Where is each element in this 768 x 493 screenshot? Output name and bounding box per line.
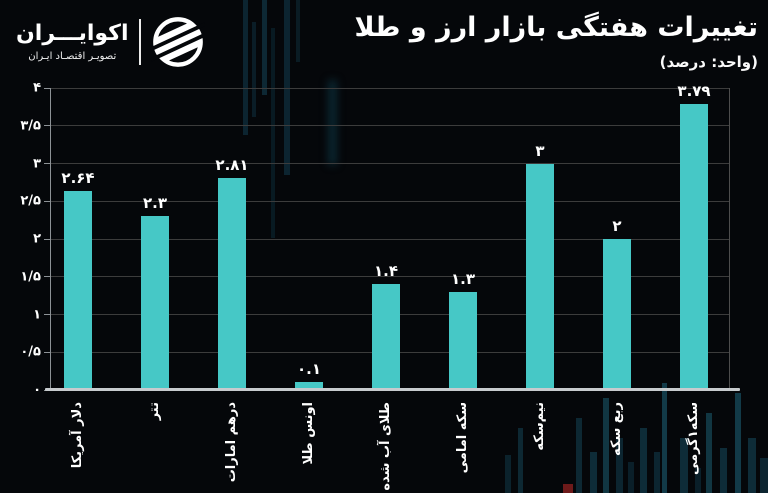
x-axis-category-label: تتر: [147, 402, 162, 421]
x-axis-line: [45, 388, 740, 391]
bar: ۲.۸۱: [215, 156, 249, 390]
plot-area: ۰ ۰/۵ ۱ ۱/۵ ۲ ۲/۵ ۳ ۳/۵ ۴ ۲.۶۴ دلار آمریکا ۲.۳ تتر ۲…: [20, 81, 740, 491]
bars-layer: ۲.۶۴ دلار آمریکا ۲.۳ تتر ۲.۸۱ درهم امارات ۰.۱ ا…: [61, 82, 711, 491]
y-tick-label: ۱/۵: [20, 269, 41, 285]
bar-value-label: ۳.۷۹: [677, 81, 711, 100]
gridline: [50, 125, 730, 127]
chart-header: تغییرات هفتگی بازار ارز و طلا (واحد: درص…: [355, 12, 758, 71]
bar-value-label: ۱.۳: [450, 269, 476, 288]
chart-unit-note: (واحد: درصد): [659, 53, 758, 72]
bar: ۲: [603, 217, 631, 390]
y-tick-label: ۴: [33, 80, 41, 96]
right-spine: [729, 88, 730, 390]
brand-name: اکوایـــران: [16, 21, 129, 47]
x-axis-category-label: سکه۱گرمی: [686, 402, 701, 476]
background-bar: [662, 383, 667, 493]
y-tick-mark: [44, 200, 50, 202]
brand-tagline: تصویـر اقتصـاد ایـران: [28, 50, 117, 62]
x-axis-category-label: درهم امارات: [224, 402, 239, 483]
y-tick-mark: [44, 87, 50, 89]
y-tick-mark: [44, 163, 50, 164]
y-tick-mark: [44, 351, 50, 353]
bar-slot: ۳.۷۹ سکه۱گرمی: [677, 82, 711, 475]
bar-slot: ۲.۶۴ دلار آمریکا: [61, 88, 95, 469]
bar: ۲.۶۴: [61, 169, 95, 390]
bar-value-label: ۱.۴: [373, 262, 399, 281]
background-bar: [654, 452, 660, 493]
bar-slot: ۲ ربع سکه: [603, 88, 631, 456]
brand-divider: [138, 19, 141, 65]
x-axis-category-label: سکه امامی: [455, 402, 470, 474]
bar-slot: ۰.۱ اونس طلا: [295, 88, 323, 464]
y-tick-label: ۳/۵: [20, 118, 41, 134]
y-tick-label: ۰: [33, 382, 41, 398]
background-bar: [760, 458, 768, 493]
background-bar: [262, 0, 267, 95]
bar-value-label: ۲.۳: [142, 194, 168, 213]
y-tick-mark: [44, 314, 50, 315]
bar-slot: ۲.۸۱ درهم امارات: [215, 88, 249, 482]
gridline: [50, 87, 730, 89]
gridline: [50, 200, 730, 202]
brand-logo: اکوایـــران تصویـر اقتصـاد ایـران: [16, 15, 205, 69]
bar-value-label: ۰.۱: [296, 360, 322, 379]
background-bar: [576, 418, 582, 493]
background-bar: [706, 413, 712, 493]
chart-title: تغییرات هفتگی بازار ارز و طلا: [354, 12, 758, 43]
background-bar: [720, 448, 727, 493]
bar: ۰.۱: [295, 360, 323, 390]
bar-slot: ۱.۴ طلای آب شده: [372, 88, 400, 491]
background-bar: [628, 462, 634, 493]
y-tick-mark: [44, 238, 50, 240]
brand-text-block: اکوایـــران تصویـر اقتصـاد ایـران: [16, 21, 129, 62]
bar: ۳: [526, 142, 554, 390]
background-bar: [640, 428, 647, 493]
gridline: [50, 276, 730, 278]
x-axis-category-label: اونس طلا: [301, 402, 316, 465]
bar: ۳.۷۹: [677, 82, 711, 390]
ecoiran-globe-icon: [150, 17, 205, 67]
background-bar: [748, 438, 756, 493]
x-axis-category-label: نیم‌سکه: [532, 402, 547, 451]
background-bar: [296, 0, 300, 62]
bar-value-label: ۲.۸۱: [215, 155, 249, 174]
y-tick-label: ۰/۵: [20, 344, 41, 360]
y-tick-label: ۳: [33, 156, 41, 171]
bar-slot: ۳ نیم‌سکه: [526, 88, 554, 451]
background-bar: [563, 484, 573, 493]
bar-slot: ۱.۳ سکه امامی: [449, 88, 477, 473]
bar-value-label: ۲: [612, 217, 622, 235]
x-axis-category-label: ربع سکه: [609, 402, 624, 456]
background-bar: [505, 455, 511, 493]
y-axis-spine: [50, 88, 51, 390]
bar-slot: ۲.۳ تتر: [141, 88, 169, 420]
y-tick-label: ۲: [33, 231, 41, 247]
x-axis-category-label: دلار آمریکا: [70, 402, 85, 469]
gridline: [50, 238, 730, 240]
y-tick-label: ۱: [33, 307, 41, 322]
bar-value-label: ۳: [535, 141, 545, 160]
x-axis-category-label: طلای آب شده: [378, 402, 393, 491]
bar: ۱.۴: [372, 262, 400, 390]
bar: ۲.۳: [141, 194, 169, 390]
gridline: [50, 163, 730, 164]
bar-value-label: ۲.۶۴: [61, 168, 95, 187]
background-bar: [518, 428, 523, 493]
y-tick-label: ۲/۵: [20, 193, 41, 209]
bar: ۱.۳: [449, 270, 477, 390]
y-tick-mark: [44, 276, 50, 278]
background-bar: [735, 393, 741, 493]
y-tick-mark: [44, 125, 50, 127]
background-bar: [590, 452, 597, 493]
